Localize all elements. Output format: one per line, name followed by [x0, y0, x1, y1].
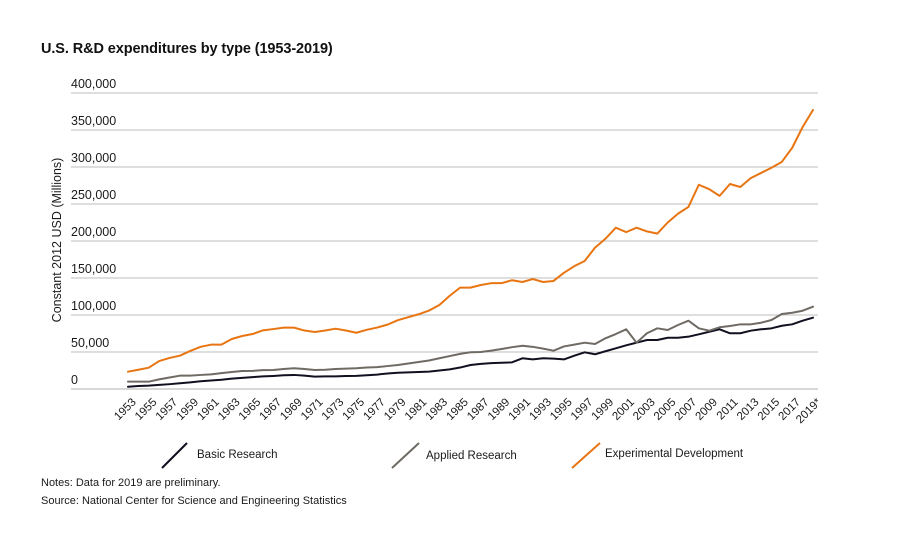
x-tick-label: 1957 [154, 396, 181, 423]
x-tick-label: 1987 [465, 396, 492, 423]
x-tick-label: 2011 [715, 396, 741, 422]
legend-swatch [571, 442, 601, 469]
legend-label: Applied Research [426, 450, 517, 462]
x-tick-label: 2013 [735, 396, 762, 423]
legend-label: Basic Research [197, 449, 278, 461]
legend-label: Experimental Development [605, 448, 744, 460]
x-tick-label: 1967 [258, 396, 285, 423]
x-tick-label: 2015 [756, 396, 783, 423]
y-tick-label: 200,000 [71, 225, 116, 239]
x-tick-label: 1993 [527, 396, 554, 423]
x-tick-label: 1961 [195, 396, 222, 423]
x-tick-label: 1955 [133, 396, 160, 423]
chart-source: Source: National Center for Science and … [41, 495, 347, 507]
y-tick-label: 300,000 [71, 151, 116, 165]
y-tick-label: 400,000 [71, 77, 116, 91]
x-tick-label: 1977 [361, 396, 388, 423]
x-tick-label: 1989 [486, 396, 513, 423]
x-tick-label: 1983 [424, 396, 451, 423]
x-tick-label: 1979 [382, 396, 409, 423]
x-tick-label: 1971 [299, 396, 326, 423]
y-tick-label: 0 [71, 373, 78, 387]
series-line-basic-research [127, 316, 814, 388]
x-tick-label: 2009 [693, 396, 720, 423]
y-tick-label: 50,000 [71, 336, 109, 350]
x-tick-label: 1969 [278, 396, 305, 423]
x-tick-label: 1997 [569, 396, 596, 423]
series-line-applied-research [127, 305, 814, 383]
x-tick-label: 1981 [403, 396, 430, 423]
x-tick-label: 1995 [548, 396, 575, 423]
x-tick-label: 2003 [631, 396, 658, 423]
y-tick-label: 350,000 [71, 114, 116, 128]
x-tick-label: 1963 [216, 396, 243, 423]
series-line-experimental-development [127, 109, 814, 373]
x-axis-tick-labels: 1953195519571959196119631965196719691971… [112, 396, 824, 426]
series-lines [127, 109, 814, 388]
gridlines [71, 92, 818, 390]
chart-title: U.S. R&D expenditures by type (1953-2019… [41, 41, 333, 57]
legend: Basic Research Applied Research Experiment… [161, 442, 744, 469]
x-tick-label: 1999 [590, 396, 617, 423]
y-tick-label: 150,000 [71, 262, 116, 276]
x-tick-label: 1975 [341, 396, 368, 423]
x-tick-label: 1985 [444, 396, 471, 423]
legend-item-basic-research: Basic Research [161, 442, 278, 469]
legend-swatch [161, 442, 188, 469]
x-tick-label: 1973 [320, 396, 347, 423]
x-tick-label: 1959 [175, 396, 202, 423]
legend-item-experimental-development: Experimental Development [571, 442, 744, 469]
legend-item-applied-research: Applied Research [391, 442, 517, 469]
x-tick-label: 2005 [652, 396, 679, 423]
y-axis-tick-labels: 0 50,000 100,000 150,000 200,000 250,000 300,0… [71, 77, 116, 387]
y-axis-label: Constant 2012 USD (Millions) [50, 158, 64, 323]
y-tick-label: 250,000 [71, 188, 116, 202]
x-tick-label: 2007 [673, 396, 700, 423]
x-tick-label: 1965 [237, 396, 264, 423]
y-tick-label: 100,000 [71, 299, 116, 313]
x-tick-label: 1991 [507, 396, 534, 423]
legend-swatch [391, 442, 420, 469]
x-tick-label: 2001 [610, 396, 637, 423]
chart-note: Notes: Data for 2019 are preliminary. [41, 477, 221, 489]
x-tick-label: 1953 [112, 396, 139, 423]
